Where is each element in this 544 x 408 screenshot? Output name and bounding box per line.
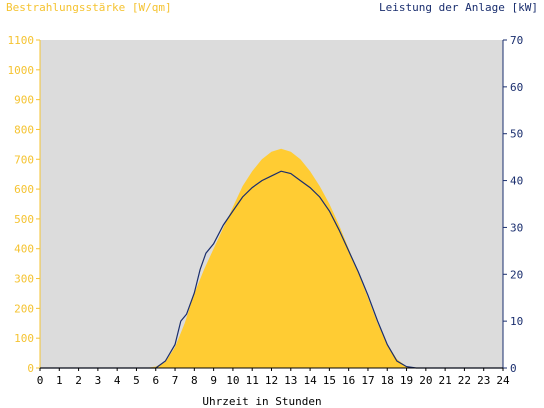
x-tick-label: 2 [75, 374, 82, 387]
x-tick-label: 5 [133, 374, 140, 387]
x-tick-label: 7 [172, 374, 179, 387]
left-tick-label: 500 [14, 213, 34, 226]
left-tick-label: 100 [14, 332, 34, 345]
x-tick-label: 18 [381, 374, 394, 387]
x-tick-label: 24 [496, 374, 510, 387]
x-tick-label: 0 [37, 374, 44, 387]
right-tick-label: 60 [510, 81, 523, 94]
x-tick-label: 16 [342, 374, 355, 387]
right-tick-label: 40 [510, 175, 523, 188]
x-tick-label: 19 [400, 374, 413, 387]
irradiance-area [40, 148, 503, 368]
power-line [40, 170, 503, 369]
right-axis-title: Leistung der Anlage [kW] [379, 1, 538, 14]
right-tick-label: 50 [510, 128, 523, 141]
left-tick-label: 1100 [8, 34, 35, 47]
left-tick-label: 900 [14, 94, 34, 107]
x-tick-label: 12 [265, 374, 278, 387]
x-tick-label: 13 [284, 374, 297, 387]
x-axis-title: Uhrzeit in Stunden [202, 395, 321, 408]
left-tick-label: 200 [14, 302, 34, 315]
x-tick-label: 1 [56, 374, 63, 387]
left-tick-label: 300 [14, 273, 34, 286]
right-axis-ticks: 0 10 20 30 40 50 60 70 [503, 34, 523, 375]
right-tick-label: 10 [510, 315, 523, 328]
left-tick-label: 600 [14, 183, 34, 196]
left-tick-label: 700 [14, 153, 34, 166]
x-tick-label: 11 [246, 374, 259, 387]
left-axis-ticks: 0 100 200 300 400 500 600 700 800 900 1000 1100 [8, 34, 40, 375]
x-tick-label: 10 [226, 374, 239, 387]
right-tick-label: 70 [510, 34, 523, 47]
right-tick-label: 30 [510, 221, 523, 234]
x-tick-label: 6 [152, 374, 159, 387]
x-tick-label: 15 [323, 374, 336, 387]
x-tick-label: 17 [361, 374, 374, 387]
left-tick-label: 0 [27, 362, 34, 375]
x-tick-label: 3 [95, 374, 102, 387]
left-tick-label: 400 [14, 243, 34, 256]
x-tick-label: 22 [458, 374, 471, 387]
x-tick-label: 20 [419, 374, 432, 387]
x-tick-label: 23 [477, 374, 490, 387]
x-tick-label: 8 [191, 374, 198, 387]
x-axis-ticks: 0 1 2 3 4 5 6 7 8 9 10 11 12 13 14 15 16 17 18 19 20 21 22 23 24 [37, 368, 510, 387]
left-tick-label: 1000 [8, 64, 35, 77]
x-tick-label: 21 [439, 374, 452, 387]
x-tick-label: 14 [303, 374, 317, 387]
right-tick-label: 20 [510, 268, 523, 281]
left-tick-label: 800 [14, 123, 34, 136]
left-axis-title: Bestrahlungsstärke [W/qm] [6, 1, 172, 14]
x-tick-label: 9 [210, 374, 217, 387]
x-tick-label: 4 [114, 374, 121, 387]
right-tick-label: 0 [510, 362, 517, 375]
